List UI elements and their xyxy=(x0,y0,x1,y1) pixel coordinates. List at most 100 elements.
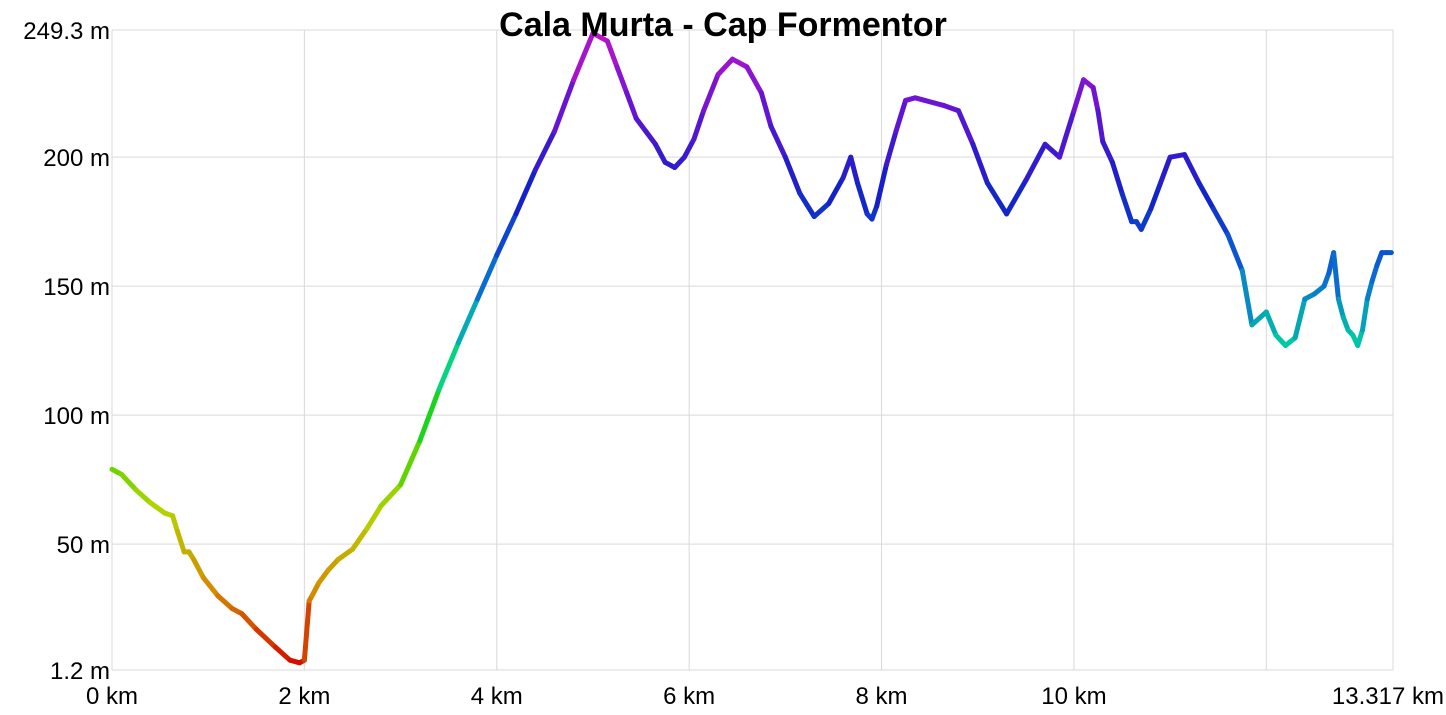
elevation-segment xyxy=(1225,232,1245,274)
elevation-segment xyxy=(883,128,899,168)
elevation-segment xyxy=(758,90,774,129)
elevation-segment xyxy=(701,72,721,114)
elevation-segment xyxy=(170,513,180,534)
elevation-segment xyxy=(941,103,961,114)
elevation-segment xyxy=(1004,177,1029,217)
elevation-segment xyxy=(1095,108,1106,145)
x-tick-label: 2 km xyxy=(278,683,330,710)
elevation-segment xyxy=(715,56,735,78)
elevation-segment xyxy=(643,128,658,147)
elevation-segment xyxy=(826,175,846,207)
elevation-segment xyxy=(1263,309,1279,338)
elevation-segment xyxy=(455,296,481,346)
elevation-segment xyxy=(215,593,235,612)
elevation-segment xyxy=(1148,180,1164,212)
elevation-segment xyxy=(984,180,1010,217)
elevation-segment xyxy=(1196,180,1216,212)
elevation-segment xyxy=(1239,268,1255,328)
elevation-segment xyxy=(398,438,423,488)
elevation-segment xyxy=(633,115,649,134)
elevation-segment xyxy=(119,471,139,493)
elevation-segment xyxy=(1138,206,1154,232)
elevation-segment xyxy=(191,557,206,581)
elevation-segment xyxy=(811,201,832,220)
elevation-segment xyxy=(253,626,279,650)
elevation-segment xyxy=(1355,327,1366,348)
x-tick-label: 8 km xyxy=(856,683,908,710)
elevation-segment xyxy=(494,211,519,258)
y-tick-label: 50 m xyxy=(57,532,110,559)
x-tick-label: 13.317 km xyxy=(1332,683,1444,710)
elevation-segment xyxy=(1369,263,1380,284)
elevation-segment xyxy=(874,162,889,209)
elevation-segment xyxy=(782,154,803,196)
elevation-segment xyxy=(1292,296,1308,341)
elevation-segment xyxy=(417,386,442,444)
elevation-segment xyxy=(614,64,630,96)
elevation-segment xyxy=(174,528,187,555)
elevation-segment xyxy=(1249,309,1269,328)
elevation-segment xyxy=(1100,139,1115,165)
elevation-segment xyxy=(744,64,764,96)
elevation-segment xyxy=(301,598,312,663)
elevation-segment xyxy=(604,38,620,70)
elevation-segment xyxy=(364,502,384,532)
elevation-line xyxy=(109,30,1394,666)
elevation-segment xyxy=(691,108,707,142)
elevation-segment xyxy=(1364,278,1375,302)
elevation-segment xyxy=(1182,152,1202,186)
x-tick-label: 6 km xyxy=(663,683,715,710)
elevation-segment xyxy=(1056,108,1077,160)
elevation-segment xyxy=(854,180,870,217)
elevation-segment xyxy=(729,56,750,70)
elevation-segment xyxy=(273,644,293,663)
elevation-segment xyxy=(1090,85,1101,114)
elevation-segment xyxy=(532,128,557,173)
elevation-segment xyxy=(316,567,331,586)
y-tick-label: 200 m xyxy=(43,145,110,172)
elevation-segment xyxy=(1158,154,1173,186)
elevation-segment xyxy=(848,154,860,186)
elevation-segment xyxy=(436,340,461,392)
elevation-segment xyxy=(349,526,370,552)
elevation-segment xyxy=(239,611,259,632)
elevation-segment xyxy=(797,190,817,220)
elevation-segment xyxy=(571,30,596,83)
y-axis-tick-labels: 1.2 m 50 m 100 m 150 m 200 m 249.3 m xyxy=(23,18,110,685)
elevation-segment xyxy=(1335,296,1346,320)
elevation-segment xyxy=(681,136,697,160)
elevation-segment xyxy=(378,482,404,508)
elevation-segment xyxy=(1119,190,1135,225)
elevation-segment xyxy=(475,252,500,302)
elevation-segment xyxy=(970,141,990,186)
elevation-segment xyxy=(147,500,168,516)
elevation-segment xyxy=(1023,141,1048,183)
elevation-segment xyxy=(652,141,668,165)
elevation-segment xyxy=(551,77,577,134)
elevation-segment xyxy=(1071,77,1087,114)
x-tick-label: 0 km xyxy=(86,683,138,710)
elevation-segment xyxy=(955,108,976,147)
chart-title: Cala Murta - Cap Formentor xyxy=(499,6,947,44)
elevation-segment xyxy=(1360,296,1370,333)
elevation-segment xyxy=(200,575,221,599)
elevation-segment xyxy=(893,97,909,134)
elevation-segment xyxy=(1042,141,1062,160)
y-tick-label: 100 m xyxy=(43,403,110,430)
y-tick-label: 1.2 m xyxy=(50,658,110,685)
elevation-segment xyxy=(1331,250,1341,302)
elevation-segment xyxy=(1210,206,1231,238)
elevation-segment xyxy=(1109,159,1125,196)
elevation-segment xyxy=(768,123,788,160)
x-axis-tick-labels: 0 km 2 km 4 km 6 km 8 km 10 km 13.317 km xyxy=(86,683,1444,710)
y-tick-label: 249.3 m xyxy=(23,18,110,45)
elevation-segment xyxy=(513,167,538,217)
elevation-segment xyxy=(133,487,153,506)
y-tick-label: 150 m xyxy=(43,274,110,301)
elevation-segment xyxy=(335,546,355,563)
x-tick-label: 10 km xyxy=(1041,683,1106,710)
elevation-segment xyxy=(624,90,639,121)
elevation-segment xyxy=(590,30,610,44)
